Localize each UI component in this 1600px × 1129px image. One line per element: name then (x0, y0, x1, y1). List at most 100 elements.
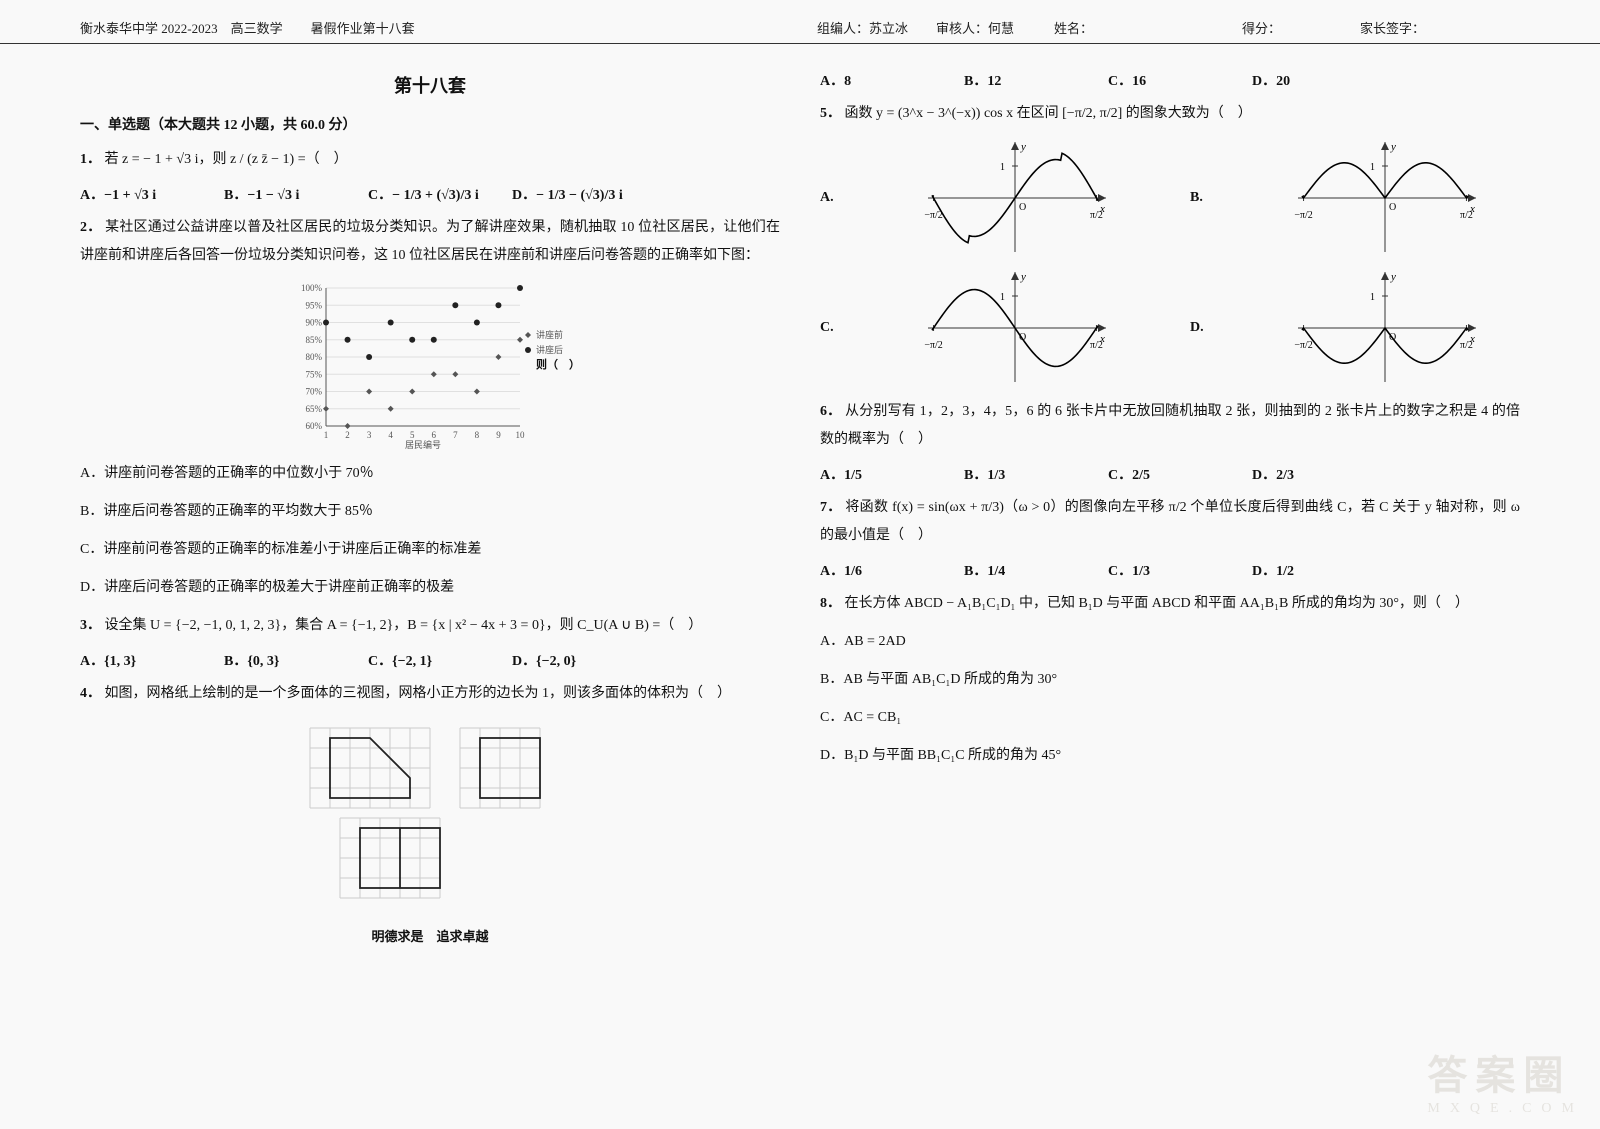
question-2: 2． 某社区通过公益讲座以普及社区居民的垃圾分类知识。为了解讲座效果，随机抽取 … (80, 214, 780, 270)
svg-text:90%: 90% (306, 318, 323, 328)
svg-text:−π/2: −π/2 (924, 340, 942, 351)
q5-graph-a: xyO−π/2π/21 (920, 138, 1110, 258)
q6-opt-c: C．2/5 (1108, 464, 1228, 484)
svg-text:100%: 100% (301, 283, 323, 293)
question-8: 8． 在长方体 ABCD − A₁B₁C₁D₁ 中，已知 B₁D 与平面 ABC… (820, 590, 1520, 618)
svg-text:居民编号: 居民编号 (405, 439, 441, 450)
q6-opt-d: D．2/3 (1252, 464, 1372, 484)
svg-text:7: 7 (453, 430, 458, 440)
q4-opt-c: C．16 (1108, 70, 1228, 90)
q1-opt-b: B．−1 − √3 i (224, 184, 344, 204)
q6-body: 从分别写有 1，2，3，4，5，6 的 6 张卡片中无放回随机抽取 2 张，则抽… (820, 404, 1520, 447)
q4-opt-d: D．20 (1252, 70, 1372, 90)
watermark: 答案圈 MXQE.COM (1427, 1043, 1584, 1117)
q8-opt-d: D．B₁D 与平面 BB₁C₁C 所成的角为 45° (820, 742, 1520, 770)
q8-opt-b: B．AB 与平面 AB₁C₁D 所成的角为 30° (820, 666, 1520, 694)
svg-text:O: O (1389, 202, 1396, 213)
q6-options: A．1/5 B．1/3 C．2/5 D．2/3 (820, 464, 1520, 484)
q5-label-c: C. (820, 320, 840, 336)
svg-text:3: 3 (367, 430, 372, 440)
q1-body: 若 z = − 1 + √3 i，则 z / (z z̄ − 1) =（ ） (105, 152, 348, 167)
q5-row2: C. xyO−π/2π/21 D. xyO−π/2π/21 (820, 268, 1520, 388)
booklet: 暑假作业第十八套 (311, 18, 415, 37)
q5-graph-d: xyO−π/2π/21 (1290, 268, 1480, 388)
q4-three-view (80, 718, 780, 908)
score-label: 得分： (1242, 18, 1332, 37)
q3-opt-c: C．{−2, 1} (368, 650, 488, 670)
svg-text:6: 6 (432, 430, 437, 440)
svg-text:1: 1 (1000, 292, 1005, 303)
svg-text:讲座后: 讲座后 (536, 344, 563, 355)
svg-text:y: y (1020, 271, 1026, 283)
q7-body: 将函数 f(x) = sin(ωx + π/3)（ω > 0）的图像向左平移 π… (820, 500, 1520, 543)
q5-label-b: B. (1190, 190, 1210, 206)
q2-opt-b: B．讲座后问卷答题的正确率的平均数大于 85％ (80, 498, 780, 526)
svg-text:则（ ）: 则（ ） (536, 358, 580, 371)
q1-opt-c: C．− 1/3 + (√3)/3 i (368, 184, 488, 204)
question-5: 5． 函数 y = (3^x − 3^(−x)) cos x 在区间 [−π/2… (820, 100, 1520, 128)
svg-text:1: 1 (1000, 162, 1005, 173)
q3-opt-b: B．{0, 3} (224, 650, 344, 670)
left-column: 第十八套 一、单选题（本大题共 12 小题，共 60.0 分） 1． 若 z =… (80, 64, 780, 945)
question-3: 3． 设全集 U = {−2, −1, 0, 1, 2, 3}，集合 A = {… (80, 612, 780, 640)
svg-text:y: y (1020, 141, 1026, 153)
q5-graph-b: xyO−π/2π/21 (1290, 138, 1480, 258)
q5-graph-c: xyO−π/2π/21 (920, 268, 1110, 388)
q4-options: A．8 B．12 C．16 D．20 (820, 70, 1520, 90)
svg-text:−π/2: −π/2 (924, 210, 942, 221)
q3-body: 设全集 U = {−2, −1, 0, 1, 2, 3}，集合 A = {−1,… (105, 618, 703, 633)
editor-label: 组编人：苏立冰 (817, 18, 908, 37)
q6-opt-b: B．1/3 (964, 464, 1084, 484)
svg-text:y: y (1390, 271, 1396, 283)
svg-text:75%: 75% (306, 369, 323, 379)
q5-row1: A. xyO−π/2π/21 B. xyO−π/2π/21 (820, 138, 1520, 258)
svg-text:1: 1 (1370, 162, 1375, 173)
q7-opt-c: C．1/3 (1108, 560, 1228, 580)
q1-options: A．−1 + √3 i B．−1 − √3 i C．− 1/3 + (√3)/3… (80, 184, 780, 204)
name-label: 姓名： (1054, 18, 1214, 37)
svg-text:−π/2: −π/2 (1294, 340, 1312, 351)
q7-opt-b: B．1/4 (964, 560, 1084, 580)
q8-opt-c: C．AC = CB₁ (820, 704, 1520, 732)
q5-label-d: D. (1190, 320, 1210, 336)
three-view-svg (290, 718, 570, 908)
svg-text:65%: 65% (306, 404, 323, 414)
q2-body: 某社区通过公益讲座以普及社区居民的垃圾分类知识。为了解讲座效果，随机抽取 10 … (80, 220, 780, 263)
q5-body: 函数 y = (3^x − 3^(−x)) cos x 在区间 [−π/2, π… (845, 106, 1252, 121)
question-4: 4． 如图，网格纸上绘制的是一个多面体的三视图，网格小正方形的边长为 1，则该多… (80, 680, 780, 708)
q7-opt-d: D．1/2 (1252, 560, 1372, 580)
svg-text:π/2: π/2 (1460, 340, 1473, 351)
question-6: 6． 从分别写有 1，2，3，4，5，6 的 6 张卡片中无放回随机抽取 2 张… (820, 398, 1520, 454)
svg-text:π/2: π/2 (1090, 210, 1103, 221)
q1-opt-d: D．− 1/3 − (√3)/3 i (512, 184, 632, 204)
scatter-chart-svg: 60%65%70%75%80%85%90%95%100%12345678910居… (280, 280, 580, 450)
page-footer-motto: 明德求是 追求卓越 (80, 926, 780, 945)
paper-title: 第十八套 (80, 72, 780, 98)
svg-text:讲座前: 讲座前 (536, 329, 563, 340)
q7-options: A．1/6 B．1/4 C．1/3 D．1/2 (820, 560, 1520, 580)
parent-sign-label: 家长签字： (1360, 18, 1520, 37)
reviewer-label: 审核人：何慧 (936, 18, 1026, 37)
svg-text:π/2: π/2 (1090, 340, 1103, 351)
q8-opt-a: A．AB = 2AD (820, 628, 1520, 656)
q5-label-a: A. (820, 190, 840, 206)
svg-text:1: 1 (324, 430, 329, 440)
svg-text:O: O (1019, 202, 1026, 213)
q4-body: 如图，网格纸上绘制的是一个多面体的三视图，网格小正方形的边长为 1，则该多面体的… (105, 686, 732, 701)
svg-text:y: y (1390, 141, 1396, 153)
svg-text:70%: 70% (306, 387, 323, 397)
school: 衡水泰华中学 2022-2023 高三数学 (80, 18, 283, 37)
q7-opt-a: A．1/6 (820, 560, 940, 580)
svg-text:8: 8 (475, 430, 480, 440)
svg-text:85%: 85% (306, 335, 323, 345)
svg-text:9: 9 (496, 430, 501, 440)
q2-opt-d: D．讲座后问卷答题的正确率的极差大于讲座前正确率的极差 (80, 574, 780, 602)
svg-text:−π/2: −π/2 (1294, 210, 1312, 221)
question-7: 7． 将函数 f(x) = sin(ωx + π/3)（ω > 0）的图像向左平… (820, 494, 1520, 550)
svg-text:1: 1 (1370, 292, 1375, 303)
svg-text:60%: 60% (306, 421, 323, 431)
q8-body: 在长方体 ABCD − A₁B₁C₁D₁ 中，已知 B₁D 与平面 ABCD 和… (845, 596, 1469, 611)
q2-opt-c: C．讲座前问卷答题的正确率的标准差小于讲座后正确率的标准差 (80, 536, 780, 564)
q3-opt-d: D．{−2, 0} (512, 650, 632, 670)
q4-opt-a: A．8 (820, 70, 940, 90)
